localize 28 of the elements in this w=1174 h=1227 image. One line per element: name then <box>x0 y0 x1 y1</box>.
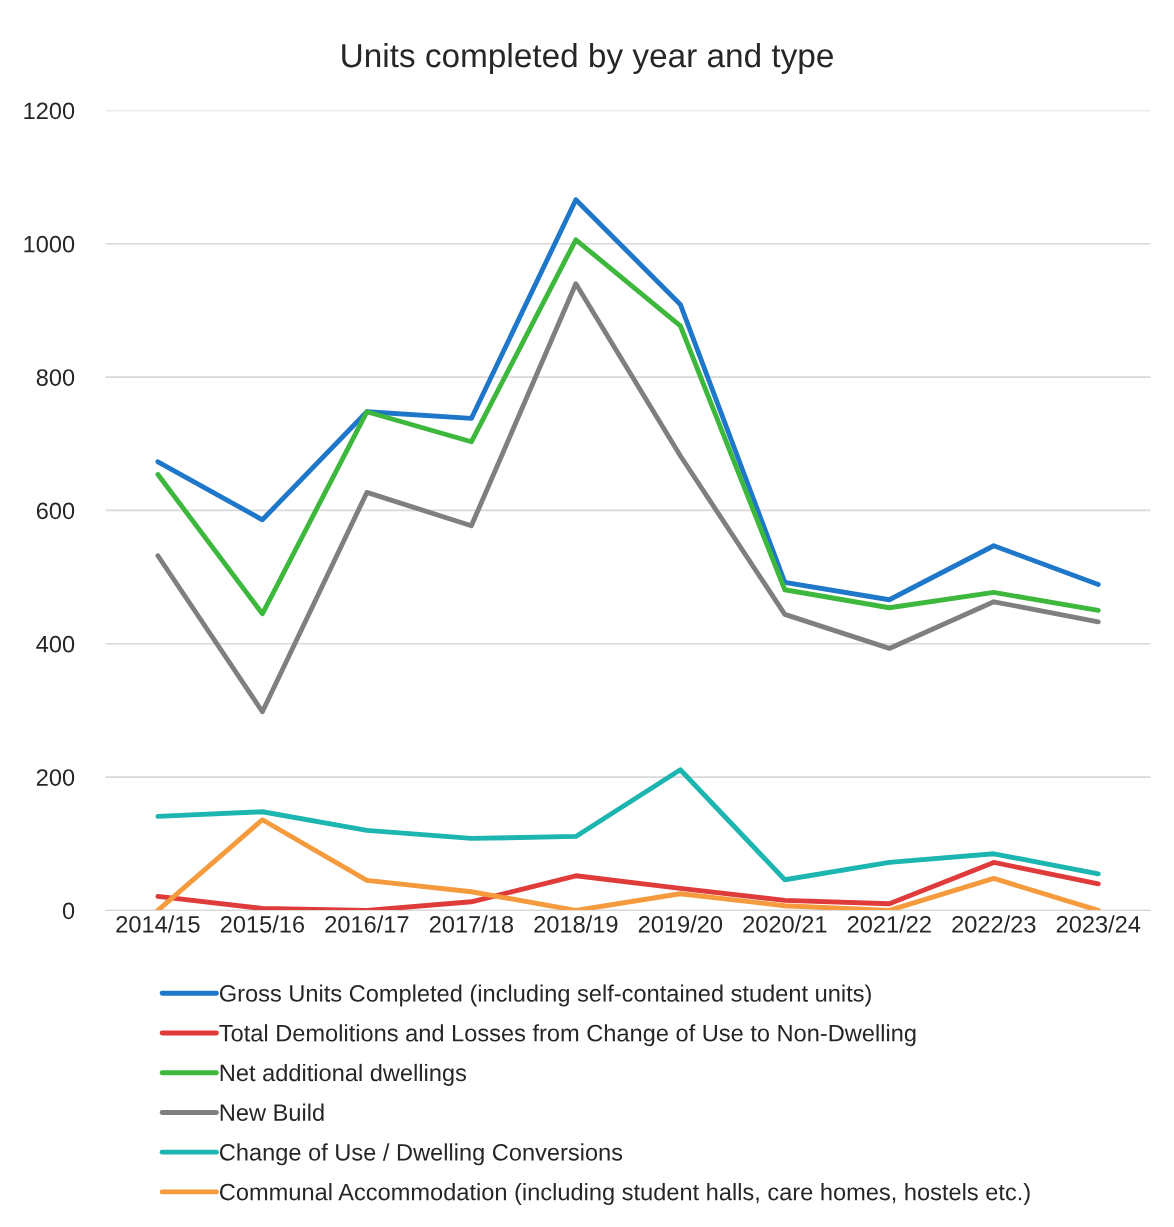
line-series <box>155 281 1101 715</box>
x-tick-label: 2019/20 <box>638 915 723 933</box>
y-tick-label: 800 <box>36 369 75 386</box>
line-series <box>155 817 1101 911</box>
x-tick-label: 2023/24 <box>1056 915 1141 933</box>
x-tick-label: 2018/19 <box>534 915 618 933</box>
legend-label: Communal Accommodation (including student halls, care homes, hostels etc.) <box>220 1183 1030 1206</box>
legend-label: Change of Use / Dwelling Conversions <box>220 1143 623 1166</box>
legend-label: New Build <box>220 1103 324 1121</box>
chart-title: Units completed by year and type <box>342 42 833 75</box>
y-tick-label: 1200 <box>24 102 75 120</box>
y-tick-label: 0 <box>62 902 75 920</box>
x-tick-label: 2016/17 <box>325 915 409 933</box>
legend-label: Total Demolitions and Losses from Change of Use to Non-Dwelling <box>219 1024 916 1047</box>
x-tick-label: 2022/23 <box>952 915 1036 933</box>
x-tick-label: 2015/16 <box>220 915 305 933</box>
y-tick-label: 1000 <box>24 235 75 253</box>
line-series <box>155 767 1101 883</box>
legend-label: Gross Units Completed (including self-contained student units) <box>219 984 871 1007</box>
y-tick-label: 600 <box>36 502 75 520</box>
x-tick-label: 2017/18 <box>429 915 514 933</box>
y-tick-label: 200 <box>36 769 75 786</box>
x-tick-label: 2021/22 <box>847 915 931 933</box>
x-tick-label: 2020/21 <box>743 915 827 933</box>
line-series <box>155 860 1101 911</box>
legend-label: Net additional dwellings <box>220 1063 467 1086</box>
x-tick-label: 2014/15 <box>116 915 200 933</box>
y-tick-label: 400 <box>36 635 75 653</box>
